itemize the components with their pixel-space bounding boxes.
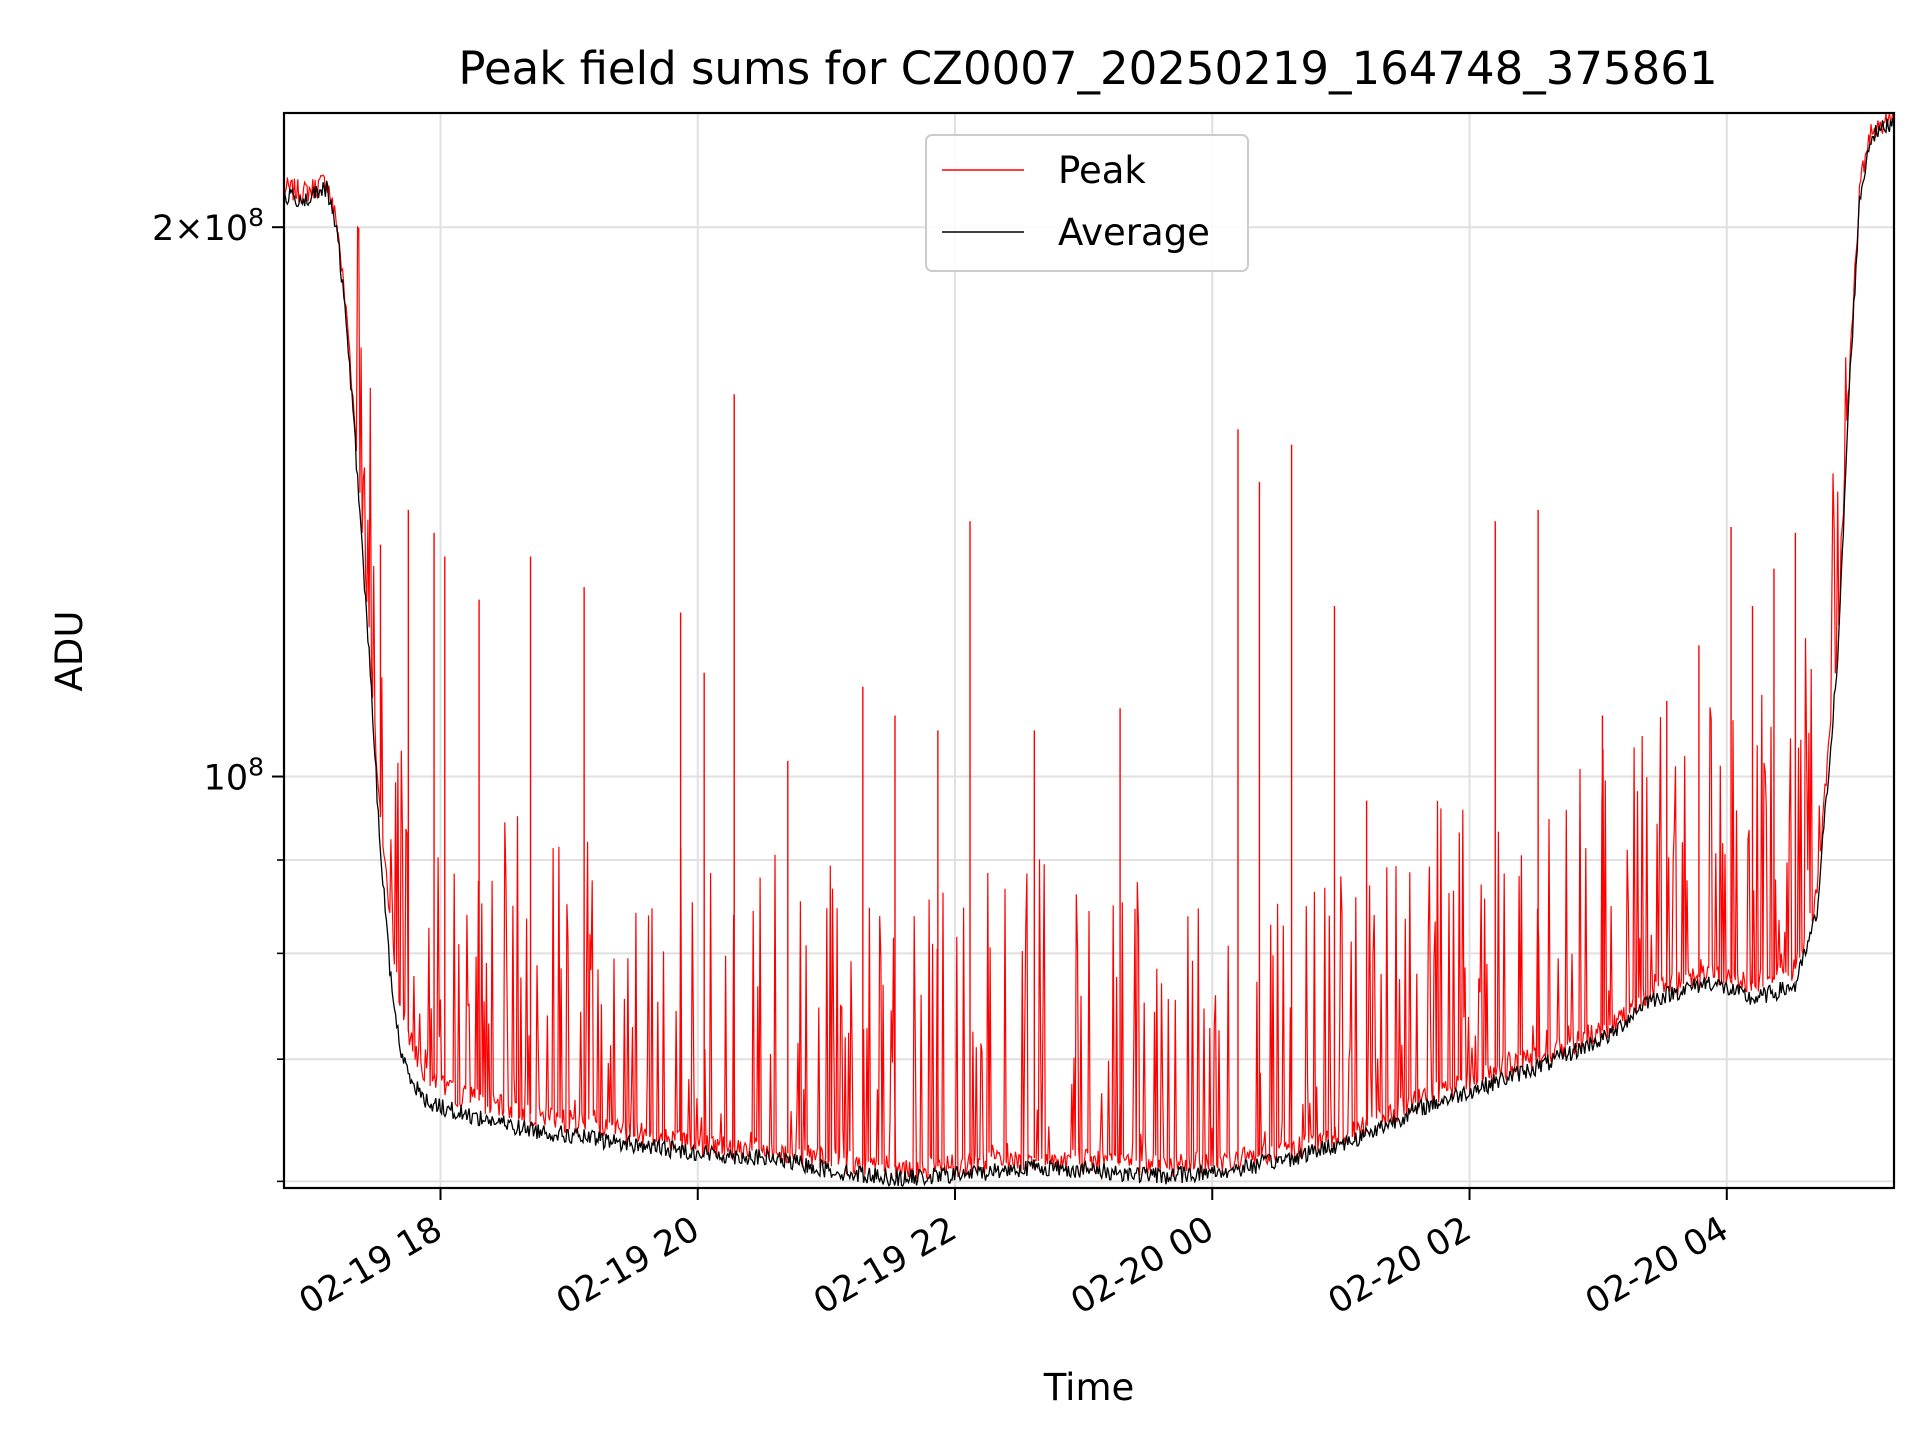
legend-box [925,134,1249,272]
y-axis-label: ADU [48,611,91,692]
legend-peak-label: Peak [1058,149,1146,192]
y-tick-label: 2×108 [152,203,264,249]
plot-clip-group [284,113,1894,1187]
chart-title: Peak field sums for CZ0007_20250219_1647… [458,42,1717,95]
y-axis: 108 2×108 [152,203,284,1183]
legend: Peak Average [925,134,1249,272]
y-tick-label: 108 [204,753,264,799]
legend-average-label: Average [1058,211,1210,254]
x-axis-label: Time [1043,1366,1135,1409]
plot-frame [282,111,1896,1190]
series-average-line [284,117,1894,1187]
